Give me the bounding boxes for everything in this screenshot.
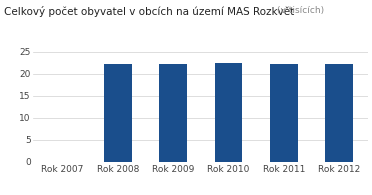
Bar: [215, 63, 243, 162]
Text: (v tisících): (v tisících): [277, 6, 324, 15]
Bar: [159, 64, 187, 162]
Bar: [270, 64, 298, 162]
Bar: [104, 64, 132, 162]
Bar: [326, 64, 353, 162]
Text: Celkový počet obyvatel v obcích na území MAS Rozkvět: Celkový počet obyvatel v obcích na území…: [4, 6, 294, 17]
